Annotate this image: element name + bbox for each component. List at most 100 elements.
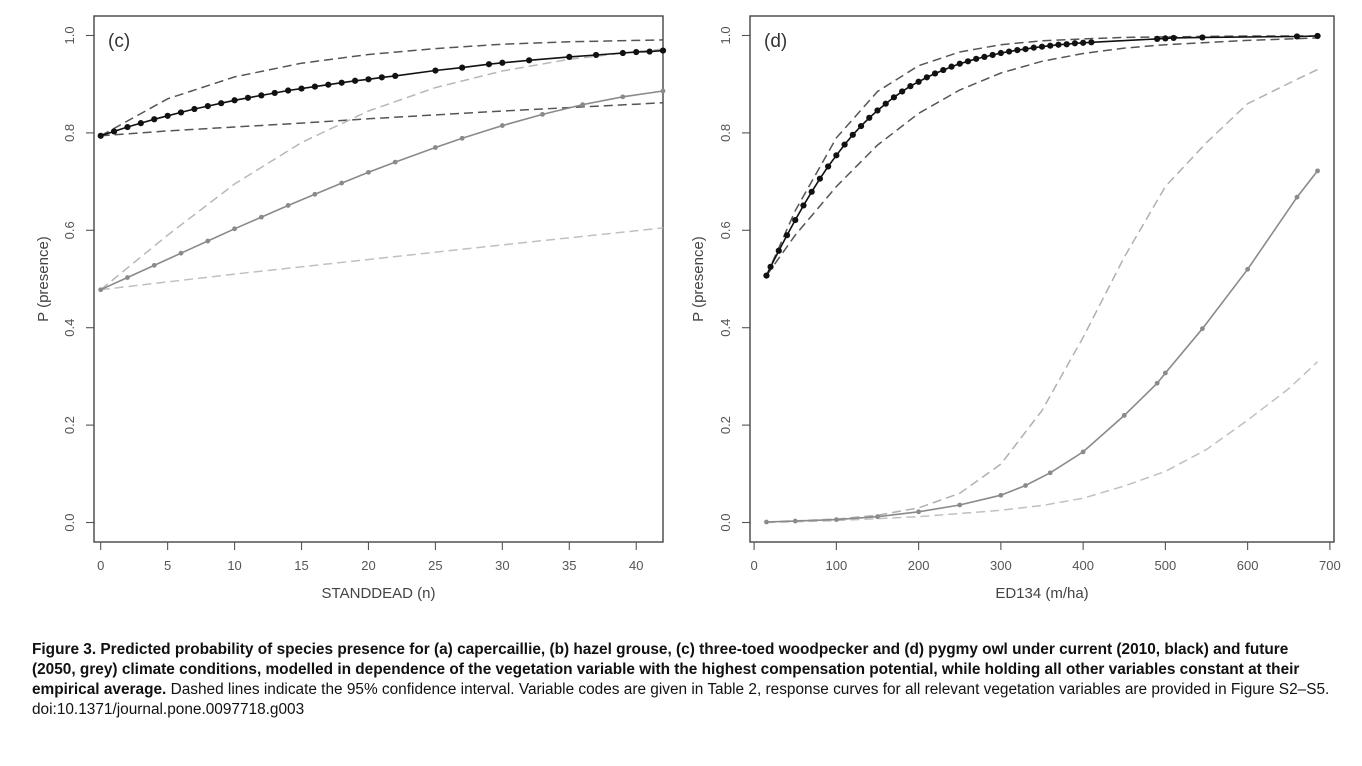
caption-normal: Dashed lines indicate the 95% confidence… [166,681,1330,698]
x-tick-label: 25 [428,558,442,573]
data-point [633,48,640,56]
data-point [325,81,332,88]
y-tick-label: 0.8 [62,124,77,142]
data-point [931,70,939,77]
data-point [998,492,1004,498]
data-point [659,47,667,54]
data-point [915,78,922,85]
data-point [833,152,840,159]
data-point [989,51,996,59]
data-point [841,141,848,148]
data-point [285,203,291,208]
y-tick-label: 0.6 [62,221,77,239]
data-point [957,502,963,508]
data-point [816,175,824,182]
y-tick-label: 1.0 [62,26,77,44]
y-tick-label: 0.4 [718,319,733,337]
data-point [1063,41,1070,48]
x-tick-label: 10 [227,558,241,573]
x-tick-label: 100 [826,558,848,573]
data-point [1199,34,1206,41]
panel-d: 0 100 200 300 400 500 600 700 0.0 0.2 0.4 0.6 0.8 1.0… [690,15,1341,602]
data-point [1199,326,1205,332]
x-tick-label: 0 [750,558,757,573]
data-point [792,518,798,524]
x-tick-label: 700 [1319,558,1341,573]
data-point [1023,483,1028,488]
data-point [365,76,372,83]
data-point [459,135,465,141]
figure-caption: Figure 3. Predicted probability of speci… [32,640,1332,720]
data-point [857,122,865,130]
data-point [875,514,880,520]
data-point [1071,40,1079,47]
data-point [205,238,211,244]
data-point [882,100,889,107]
data-point [124,123,131,131]
data-point [1047,42,1054,49]
data-point [311,83,319,90]
data-point [783,232,791,239]
data-point [1038,43,1046,50]
data-point [392,72,399,80]
data-point [298,85,305,92]
data-point [151,116,158,123]
data-point [764,519,769,525]
data-point [125,275,130,280]
data-point [258,214,264,220]
series-line-grey-solid-markers [766,170,1319,523]
series-line-grey-dashed-upper [766,68,1318,523]
figure-3: 0 5 10 15 20 25 30 35 40 0.0 0.2 0.4 0.6 0.8 1.0 STANDD… [35,15,1341,602]
data-point [1162,35,1169,42]
data-point [620,94,626,100]
data-point [1022,46,1029,53]
panel-c: 0 5 10 15 20 25 30 35 40 0.0 0.2 0.4 0.6 0.8 1.0 STANDD… [35,15,667,602]
x-axis-label: STANDDEAD (n) [322,585,436,602]
x-tick-label: 600 [1237,558,1259,573]
x-axis-label: ED134 (m/ha) [995,585,1088,602]
data-point [540,111,545,117]
data-point [660,88,666,94]
data-point [232,226,237,232]
data-point [433,145,438,150]
data-point [499,123,505,128]
data-point [899,88,906,95]
data-point [1047,470,1053,476]
data-point [1170,34,1177,42]
data-point [499,59,506,66]
data-point [312,191,318,197]
y-tick-label: 0.0 [718,513,733,531]
data-point [378,74,385,81]
data-point [285,87,292,94]
data-point [1005,48,1013,55]
y-tick-label: 0.2 [718,416,733,434]
data-point [1314,32,1321,40]
series-line-black-dashed-upper [765,35,1318,276]
data-point [339,180,345,186]
x-tick-label: 30 [495,558,509,573]
y-tick-label: 0.0 [62,513,77,531]
data-point [874,107,881,114]
data-point [833,517,839,522]
series-line-grey-dashed-lower [100,227,664,291]
data-point [392,159,398,165]
x-tick-label: 15 [294,558,308,573]
data-point [1315,168,1320,174]
data-point [366,169,371,175]
data-point [1245,266,1251,272]
x-tick-label: 0 [97,558,104,573]
data-point [1080,449,1086,455]
data-point [177,109,185,116]
data-point [767,263,774,270]
data-point [1121,412,1127,418]
data-point [178,250,184,256]
data-point [98,287,104,293]
data-point [800,202,807,209]
y-tick-label: 1.0 [718,26,733,44]
y-axis-label: P (presence) [35,236,52,322]
data-point [916,509,922,515]
data-point [956,60,963,67]
data-point [619,49,626,57]
y-tick-label: 0.6 [718,221,733,239]
data-point [1293,33,1301,40]
